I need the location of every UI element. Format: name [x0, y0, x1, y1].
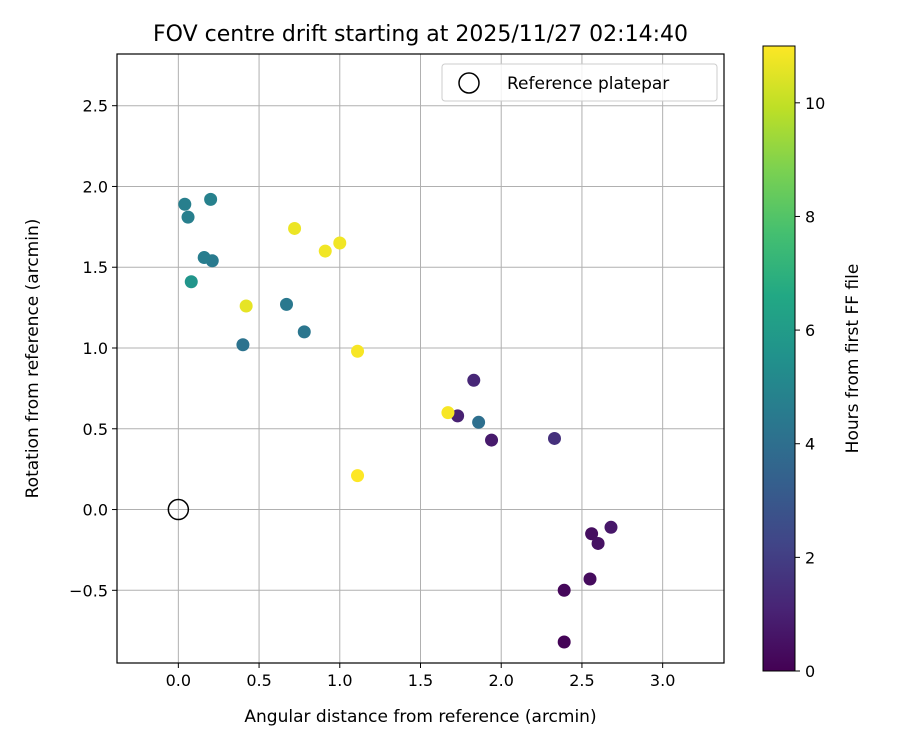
- data-point: [557, 635, 571, 649]
- legend-marker-icon: [458, 72, 480, 94]
- x-tick-label: 2.5: [569, 671, 594, 690]
- scatter-points: [178, 192, 618, 649]
- x-tick-label: 1.5: [408, 671, 433, 690]
- data-point: [351, 344, 365, 358]
- data-point: [591, 536, 605, 550]
- data-point: [472, 415, 486, 429]
- data-point: [604, 520, 618, 534]
- data-point: [441, 406, 455, 420]
- colorbar-tick-label: 2: [805, 548, 815, 567]
- colorbar-tick-label: 4: [805, 435, 815, 454]
- data-point: [351, 469, 365, 483]
- y-tick-label: 1.0: [83, 339, 108, 358]
- y-tick-label: 2.0: [83, 177, 108, 196]
- data-point: [297, 325, 311, 339]
- data-point: [485, 433, 499, 447]
- chart-title: FOV centre drift starting at 2025/11/27 …: [153, 22, 688, 47]
- colorbar-tick-label: 8: [805, 207, 815, 226]
- x-tick-label: 0.5: [246, 671, 271, 690]
- data-point: [467, 373, 481, 387]
- reference-platepar-marker: [167, 498, 190, 521]
- x-tick-label: 2.0: [488, 671, 513, 690]
- data-point: [547, 431, 561, 445]
- data-point: [236, 338, 250, 352]
- data-point: [333, 236, 347, 250]
- grid: [117, 54, 724, 663]
- colorbar-label: Hours from first FF file: [843, 264, 863, 454]
- colorbar-tick-label: 0: [805, 662, 815, 681]
- y-tick-label: −0.5: [69, 581, 108, 600]
- data-point: [204, 192, 218, 206]
- colorbar-ticks: 0 2 4 6 8 10: [795, 94, 825, 681]
- x-axis-label: Angular distance from reference (arcmin): [244, 707, 596, 727]
- reference-marker-layer: [167, 498, 190, 521]
- data-point: [557, 583, 571, 597]
- data-point: [318, 244, 332, 258]
- data-point: [585, 527, 599, 541]
- y-tick-label: 1.5: [83, 258, 108, 277]
- x-tick-label: 3.0: [650, 671, 675, 690]
- x-axis-ticks: 0.0 0.5 1.0 1.5 2.0 2.5 3.0: [166, 663, 675, 690]
- data-point: [197, 251, 211, 265]
- data-point: [583, 572, 597, 586]
- colorbar-tick-label: 10: [805, 94, 825, 113]
- data-point: [239, 299, 253, 313]
- data-point: [184, 275, 198, 289]
- y-axis-label: Rotation from reference (arcmin): [23, 219, 43, 499]
- data-point: [181, 210, 195, 224]
- x-tick-label: 1.0: [327, 671, 352, 690]
- y-tick-label: 0.5: [83, 420, 108, 439]
- data-point: [288, 221, 302, 235]
- colorbar: [762, 45, 796, 672]
- legend-entry-reference-platepar: Reference platepar: [507, 74, 669, 94]
- y-tick-label: 0.0: [83, 501, 108, 520]
- data-point: [280, 297, 294, 311]
- x-tick-label: 0.0: [166, 671, 191, 690]
- data-point: [178, 197, 192, 211]
- legend: Reference platepar: [441, 63, 718, 102]
- y-axis-ticks: −0.5 0.0 0.5 1.0 1.5 2.0 2.5: [69, 97, 117, 600]
- colorbar-tick-label: 6: [805, 321, 815, 340]
- y-tick-label: 2.5: [83, 97, 108, 116]
- legend-box: [441, 63, 718, 102]
